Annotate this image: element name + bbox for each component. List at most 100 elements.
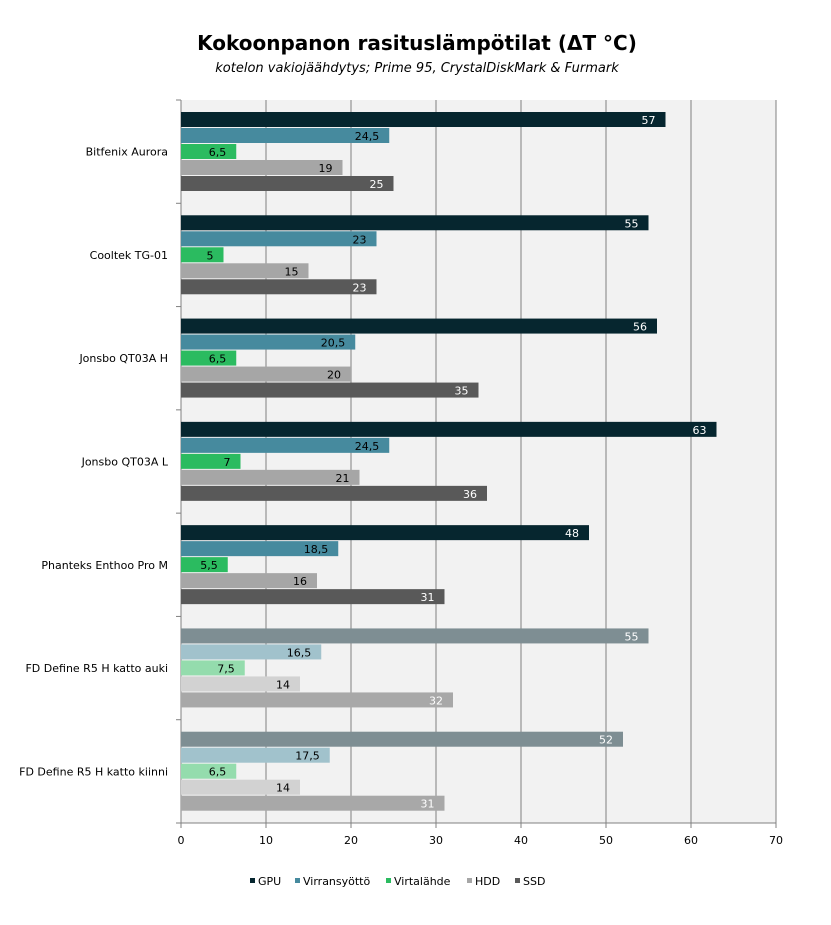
bar-value-label: 20,5: [321, 337, 346, 350]
bar-value-label: 55: [625, 217, 639, 230]
bar-value-label: 63: [693, 424, 707, 437]
bar: [181, 795, 445, 811]
category-label: Phanteks Enthoo Pro M: [41, 559, 168, 572]
bar: [181, 660, 245, 676]
bar-value-label: 25: [370, 178, 384, 191]
bar: [181, 176, 394, 191]
legend-swatch: [250, 878, 255, 883]
bar: [181, 128, 390, 143]
bar-value-label: 56: [633, 321, 647, 334]
bar: [181, 692, 453, 708]
legend-label: GPU: [258, 875, 281, 888]
bar-value-label: 23: [353, 281, 367, 294]
bar: [181, 731, 623, 747]
bar-value-label: 55: [625, 630, 639, 643]
bar-value-label: 24,5: [355, 130, 380, 143]
bar-value-label: 14: [276, 782, 290, 795]
bar-value-label: 16: [293, 575, 307, 588]
bar: [181, 589, 445, 605]
bar: [181, 421, 717, 437]
chart-subtitle: kotelon vakiojäähdytys; Prime 95, Crysta…: [215, 61, 619, 76]
bar: [181, 144, 237, 159]
bar: [181, 263, 309, 279]
bar: [181, 279, 377, 295]
bar-value-label: 23: [353, 233, 367, 246]
legend-swatch: [467, 878, 472, 883]
bar: [181, 779, 300, 795]
legend-label: HDD: [475, 875, 500, 888]
legend-label: Virtalähde: [394, 875, 451, 888]
category-label: Jonsbo QT03A H: [78, 352, 168, 365]
bar-value-label: 31: [421, 798, 435, 811]
bar-value-label: 19: [319, 162, 333, 175]
legend-label: SSD: [523, 875, 545, 888]
category-label: FD Define R5 H katto auki: [25, 662, 168, 675]
bar-value-label: 6,5: [209, 146, 227, 159]
bar: [181, 437, 390, 453]
bar: [181, 215, 649, 231]
bar-value-label: 36: [463, 488, 477, 501]
legend-swatch: [295, 878, 300, 883]
bar-value-label: 5: [207, 249, 214, 262]
bar-value-label: 24,5: [355, 440, 380, 453]
bar: [181, 334, 356, 350]
x-tick-label: 0: [178, 834, 185, 847]
x-tick-label: 10: [259, 834, 273, 847]
bar: [181, 541, 339, 557]
bar: [181, 231, 377, 247]
bar-value-label: 16,5: [287, 646, 312, 659]
x-tick-label: 30: [429, 834, 443, 847]
category-label: Bitfenix Aurora: [86, 146, 168, 159]
bar-value-label: 14: [276, 678, 290, 691]
bar-value-label: 7,5: [217, 662, 235, 675]
bar: [181, 366, 351, 382]
bar: [181, 525, 589, 541]
bar: [181, 469, 360, 485]
bar: [181, 557, 228, 573]
legend-swatch: [515, 878, 520, 883]
bar-value-label: 18,5: [304, 543, 329, 556]
bar: [181, 676, 300, 692]
bar: [181, 644, 322, 660]
bar: [181, 573, 317, 589]
bar: [181, 485, 487, 501]
category-label: Jonsbo QT03A L: [81, 456, 169, 469]
x-tick-label: 40: [514, 834, 528, 847]
legend-label: Virransyöttö: [303, 875, 371, 888]
bar: [181, 763, 237, 779]
bar: [181, 453, 241, 469]
bar-value-label: 5,5: [200, 559, 218, 572]
plot-background: [181, 100, 776, 823]
bar-value-label: 20: [327, 369, 341, 382]
bar: [181, 247, 224, 263]
bar: [181, 382, 479, 398]
bar-value-label: 52: [599, 734, 613, 747]
x-tick-label: 70: [769, 834, 783, 847]
bar-value-label: 35: [455, 385, 469, 398]
bar-value-label: 57: [642, 114, 656, 127]
category-label: FD Define R5 H katto kiinni: [19, 765, 168, 778]
bar-value-label: 15: [285, 265, 299, 278]
bar: [181, 112, 666, 127]
bar-value-label: 31: [421, 591, 435, 604]
bar-value-label: 21: [336, 472, 350, 485]
chart-title: Kokoonpanon rasituslämpötilat (ΔT °C): [197, 31, 637, 55]
bar: [181, 628, 649, 644]
bar-value-label: 7: [224, 456, 231, 469]
category-label: Cooltek TG-01: [90, 249, 168, 262]
legend-swatch: [386, 878, 391, 883]
bar-value-label: 17,5: [295, 750, 320, 763]
bar: [181, 350, 237, 366]
x-tick-label: 50: [599, 834, 613, 847]
bar: [181, 160, 343, 175]
bar-value-label: 6,5: [209, 353, 227, 366]
bar-value-label: 48: [565, 527, 579, 540]
bar-value-label: 32: [429, 694, 443, 707]
x-tick-label: 60: [684, 834, 698, 847]
bar-value-label: 6,5: [209, 766, 227, 779]
bar: [181, 747, 330, 763]
x-tick-label: 20: [344, 834, 358, 847]
legend: GPU Virransyöttö Virtalähde HDD SSD: [250, 875, 545, 888]
